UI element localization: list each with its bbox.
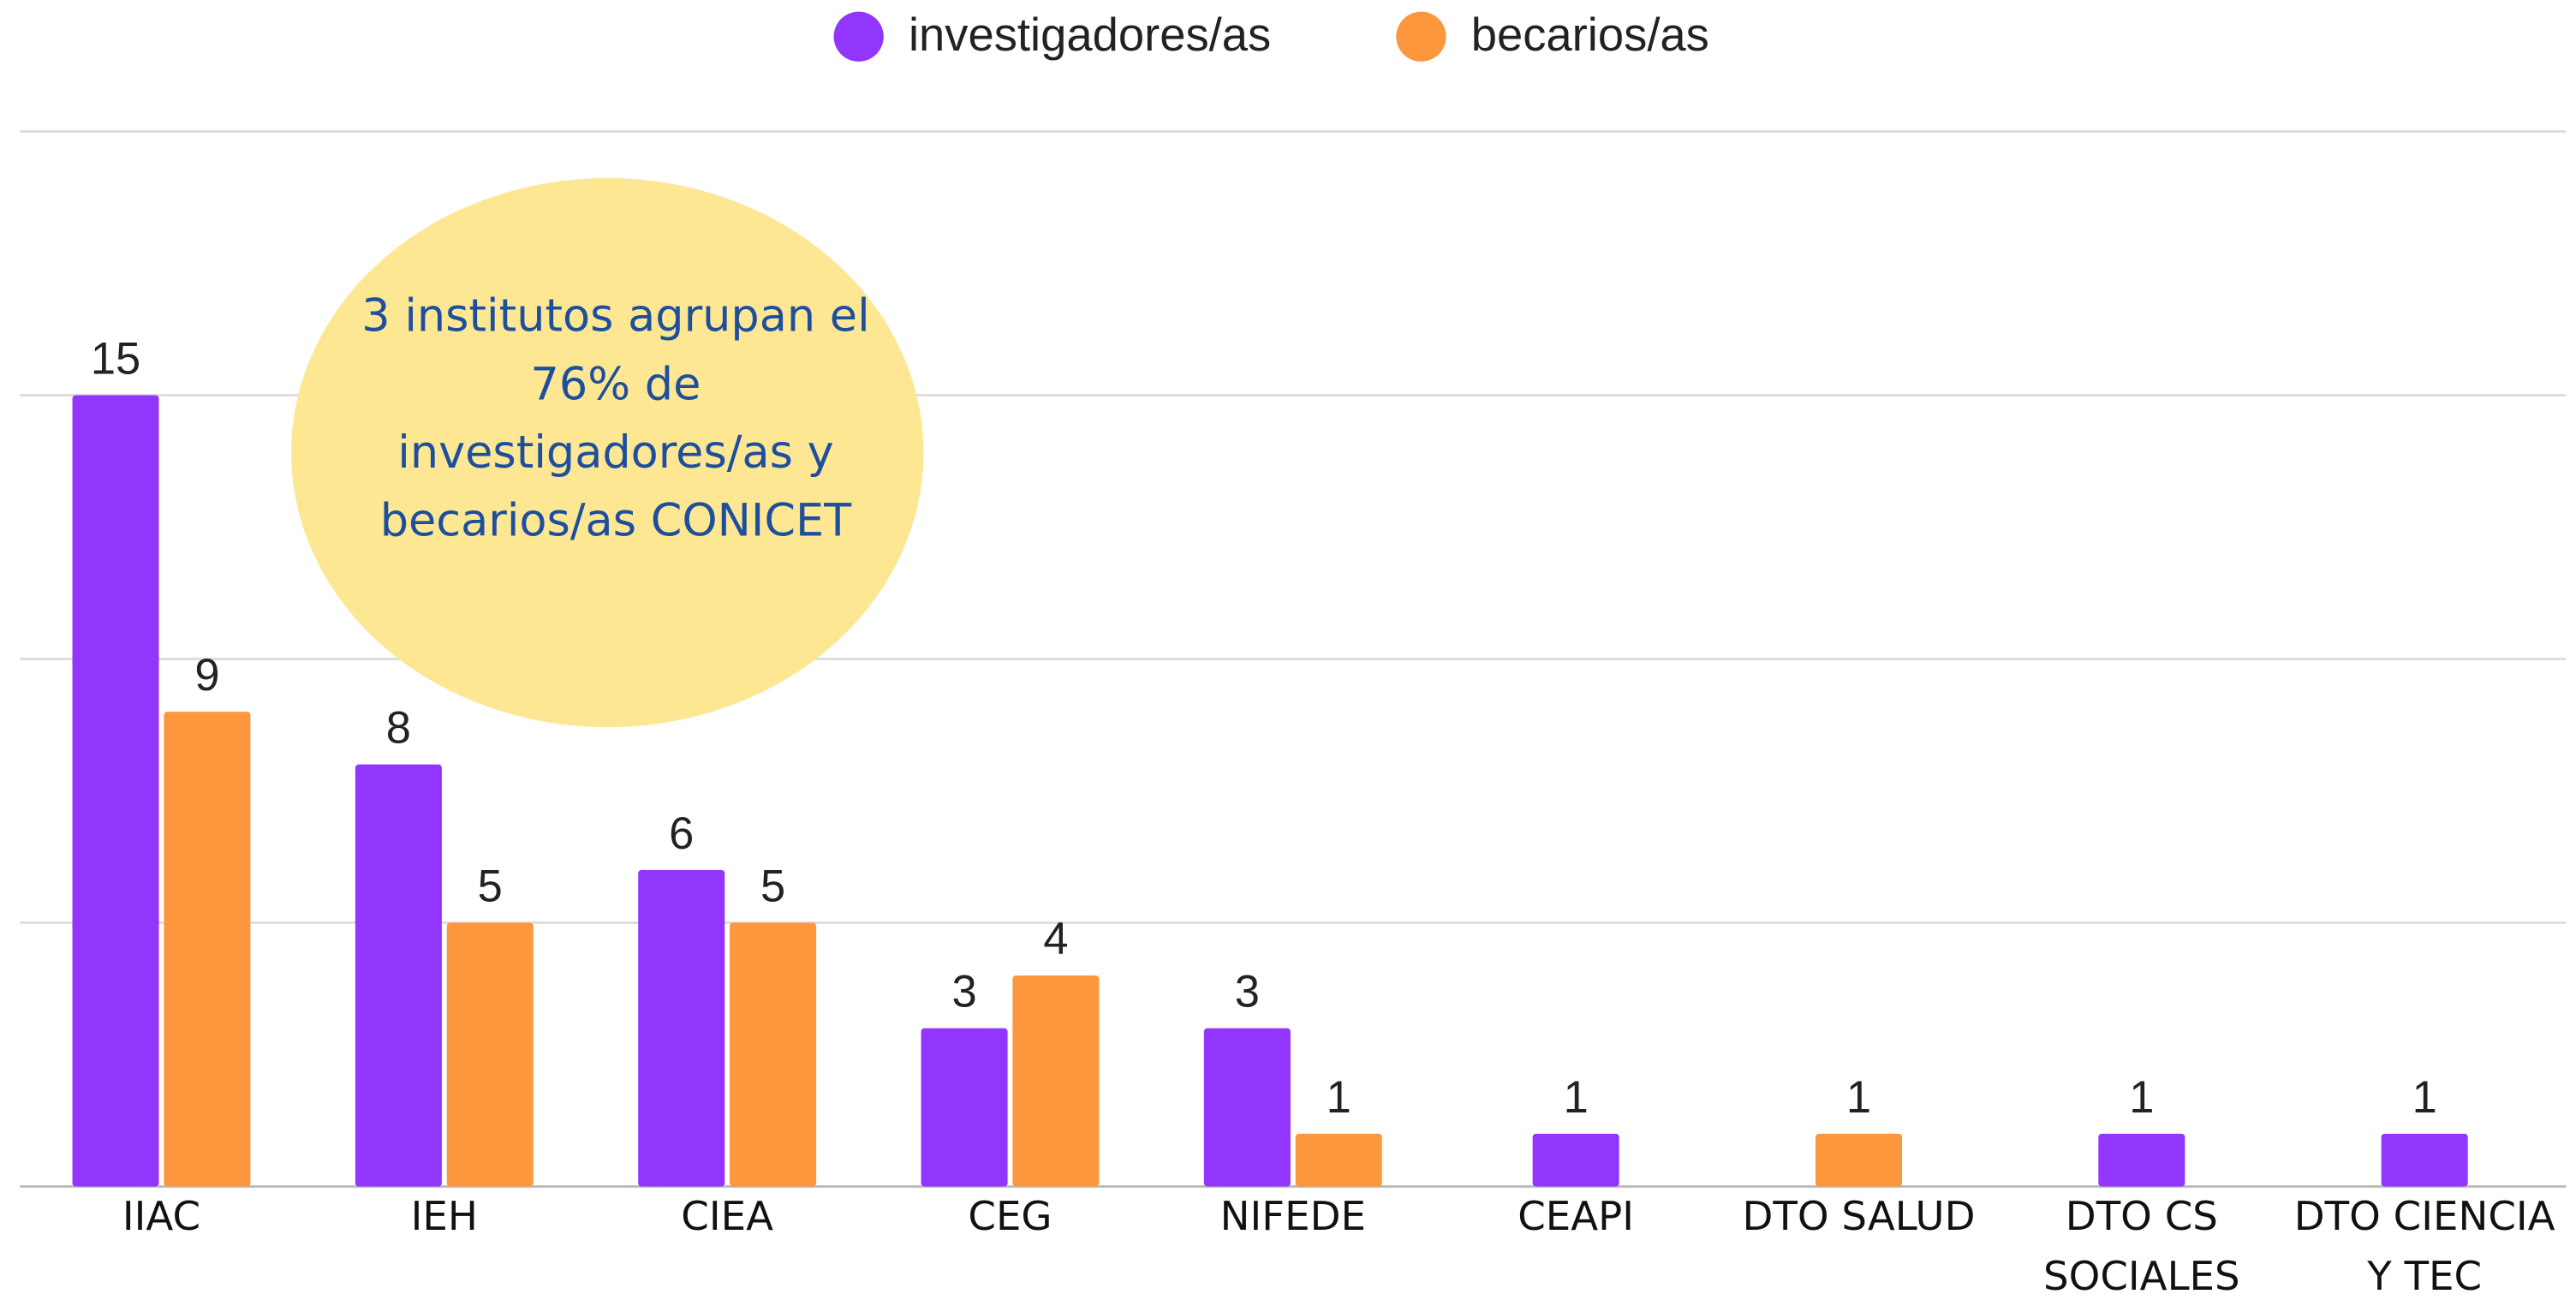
- bar: [72, 395, 159, 1187]
- value-label: 1: [2129, 1073, 2154, 1123]
- value-label: 3: [1235, 968, 1260, 1017]
- bar: [2381, 1133, 2468, 1187]
- x-tick-label: NIFEDE: [1219, 1193, 1366, 1240]
- value-label: 6: [669, 809, 694, 859]
- value-label: 5: [478, 862, 503, 911]
- x-tick-label: CEAPI: [1518, 1193, 1635, 1240]
- bar: [1295, 1133, 1382, 1187]
- value-label: 9: [194, 651, 219, 701]
- value-label: 1: [1564, 1073, 1589, 1123]
- x-tick-label: IIAC: [122, 1193, 201, 1240]
- x-tick-label: DTO CS SOCIALES: [2043, 1193, 2240, 1300]
- legend-label: investigadores/as: [909, 9, 1271, 61]
- x-tick-label: CEG: [968, 1193, 1052, 1240]
- chart-svg: investigadores/as becarios/as 15 9 8 5 6 5 3 4 3 1 1…: [20, 9, 2567, 1188]
- value-label: 1: [1327, 1073, 1351, 1123]
- legend-swatch: [833, 11, 884, 62]
- x-tick-label: DTO CIENCIA Y TEC: [2293, 1193, 2555, 1300]
- x-tick-label: DTO SALUD: [1742, 1193, 1976, 1240]
- bar: [2098, 1133, 2185, 1187]
- value-label: 3: [951, 968, 976, 1017]
- bar: [446, 922, 534, 1187]
- value-label: 8: [386, 704, 411, 754]
- value-label: 5: [760, 862, 785, 911]
- bar: [638, 869, 725, 1187]
- value-label: 4: [1043, 915, 1068, 964]
- value-label: 1: [2412, 1073, 2437, 1123]
- legend-label: becarios/as: [1471, 9, 1709, 61]
- bar: [730, 922, 817, 1187]
- bar: [1203, 1028, 1291, 1187]
- x-tick-label: CIEA: [681, 1193, 773, 1240]
- x-tick-label: IEH: [410, 1193, 478, 1240]
- value-label: 1: [1846, 1073, 1871, 1123]
- bar: [921, 1028, 1008, 1187]
- bar: [355, 764, 442, 1187]
- value-label: 15: [91, 334, 140, 384]
- bar: [164, 712, 251, 1187]
- annotation: 3 institutos agrupan el 76% de investiga…: [361, 291, 870, 548]
- chart: investigadores/as becarios/as 15 9 8 5 6 5 3 4 3 1 1…: [20, 9, 2567, 1300]
- bar: [1815, 1133, 1903, 1187]
- legend-swatch: [1396, 11, 1446, 62]
- bar: [1012, 975, 1100, 1187]
- bar: [1532, 1133, 1619, 1187]
- annotation-bubble: [291, 177, 924, 728]
